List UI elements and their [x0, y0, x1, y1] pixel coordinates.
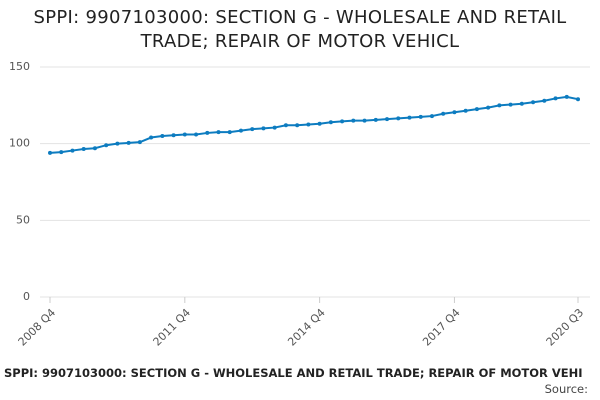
y-tick-label: 100: [9, 137, 30, 150]
point: [70, 148, 75, 153]
point: [328, 120, 333, 125]
y-tick-label: 150: [9, 60, 30, 73]
point: [396, 116, 401, 121]
point: [149, 135, 154, 140]
point: [227, 130, 232, 135]
point: [238, 128, 243, 133]
point: [474, 107, 479, 112]
point: [407, 115, 412, 120]
point: [261, 126, 266, 131]
point: [519, 101, 524, 106]
point: [59, 150, 64, 155]
point: [508, 102, 513, 107]
point: [553, 96, 558, 101]
point: [486, 105, 491, 110]
point: [564, 94, 569, 99]
point: [306, 122, 311, 127]
chart-title: SPPI: 9907103000: SECTION G - WHOLESALE …: [33, 7, 567, 52]
point: [340, 119, 345, 124]
x-tick-label: 2020 Q3: [544, 306, 587, 349]
point: [182, 132, 187, 137]
point: [463, 108, 468, 113]
point: [362, 118, 367, 123]
point: [531, 100, 536, 105]
point: [92, 146, 97, 151]
x-tick-label: 2008 Q4: [16, 306, 59, 349]
point: [385, 117, 390, 122]
point: [205, 130, 210, 135]
point: [497, 103, 502, 108]
point: [373, 117, 378, 122]
point: [317, 121, 322, 126]
point: [81, 147, 86, 152]
point: [351, 118, 356, 123]
point: [160, 134, 165, 138]
point: [283, 123, 288, 128]
y-tick-label: 0: [23, 290, 30, 303]
point: [48, 150, 52, 155]
point: [418, 114, 423, 119]
point: [576, 97, 580, 102]
point: [441, 111, 446, 116]
x-tick-label: 2014 Q4: [285, 306, 328, 349]
point: [272, 125, 277, 130]
point: [126, 140, 131, 145]
x-tick-label: 2017 Q4: [420, 306, 463, 349]
x-tick-label: 2011 Q4: [151, 306, 194, 349]
point: [429, 114, 434, 119]
point: [115, 141, 120, 146]
point: [137, 140, 142, 145]
point: [542, 98, 547, 103]
footer-title: SPPI: 9907103000: SECTION G - WHOLESALE …: [4, 366, 583, 380]
source: Source:: [544, 382, 588, 396]
point: [194, 132, 199, 137]
y-tick-label: 50: [16, 213, 30, 226]
point: [250, 127, 255, 132]
point: [216, 130, 221, 135]
point: [295, 123, 300, 128]
point: [452, 110, 457, 115]
point: [171, 133, 176, 138]
point: [104, 143, 109, 148]
